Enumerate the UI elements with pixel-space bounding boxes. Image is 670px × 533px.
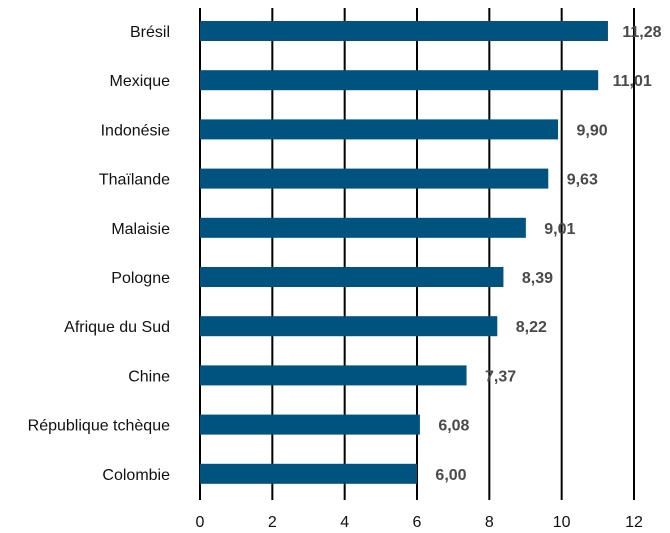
value-label: 9,01 <box>544 221 575 238</box>
value-label: 9,90 <box>576 122 607 139</box>
x-tick-label: 2 <box>268 514 277 531</box>
category-label: Malaisie <box>111 221 170 238</box>
x-axis-ticks: 0 2 4 6 8 10 12 <box>196 514 643 531</box>
category-label: Thaïlande <box>99 172 170 189</box>
bar <box>200 217 526 238</box>
x-tick-label: 10 <box>553 514 571 531</box>
x-tick-label: 0 <box>196 514 205 531</box>
bar <box>200 414 420 435</box>
bar <box>200 267 504 287</box>
bars <box>200 21 608 484</box>
value-label: 6,00 <box>435 467 466 484</box>
value-label: 11,28 <box>622 24 661 41</box>
value-label: 11,01 <box>613 73 652 90</box>
value-label: 7,37 <box>485 368 516 385</box>
value-labels: 11,28 11,01 9,90 9,63 9,01 8,39 8,22 7,37 6,08 6,… <box>435 24 661 484</box>
category-labels: Brésil Mexique Indonésie Thaïlande Malaisie P… <box>28 24 170 484</box>
category-label: Brésil <box>130 24 170 41</box>
category-label: Indonésie <box>101 122 170 139</box>
value-label: 8,39 <box>522 270 553 287</box>
bar <box>200 463 417 484</box>
category-label: République tchèque <box>28 418 170 435</box>
x-tick-label: 4 <box>340 514 349 531</box>
value-label: 8,22 <box>516 319 547 336</box>
value-label: 9,63 <box>567 172 598 189</box>
category-label: Chine <box>128 368 170 385</box>
bar <box>200 365 467 386</box>
x-tick-label: 8 <box>485 514 494 531</box>
category-label: Pologne <box>111 270 170 287</box>
category-label: Mexique <box>110 73 171 90</box>
category-label: Colombie <box>102 467 170 484</box>
bar <box>200 119 559 140</box>
x-tick-label: 6 <box>413 514 422 531</box>
bar <box>200 21 608 41</box>
x-tick-label: 12 <box>625 514 643 531</box>
value-label: 6,08 <box>438 418 469 435</box>
bar <box>200 168 549 189</box>
bar <box>200 70 599 91</box>
bar <box>200 316 498 337</box>
category-label: Afrique du Sud <box>64 319 170 336</box>
